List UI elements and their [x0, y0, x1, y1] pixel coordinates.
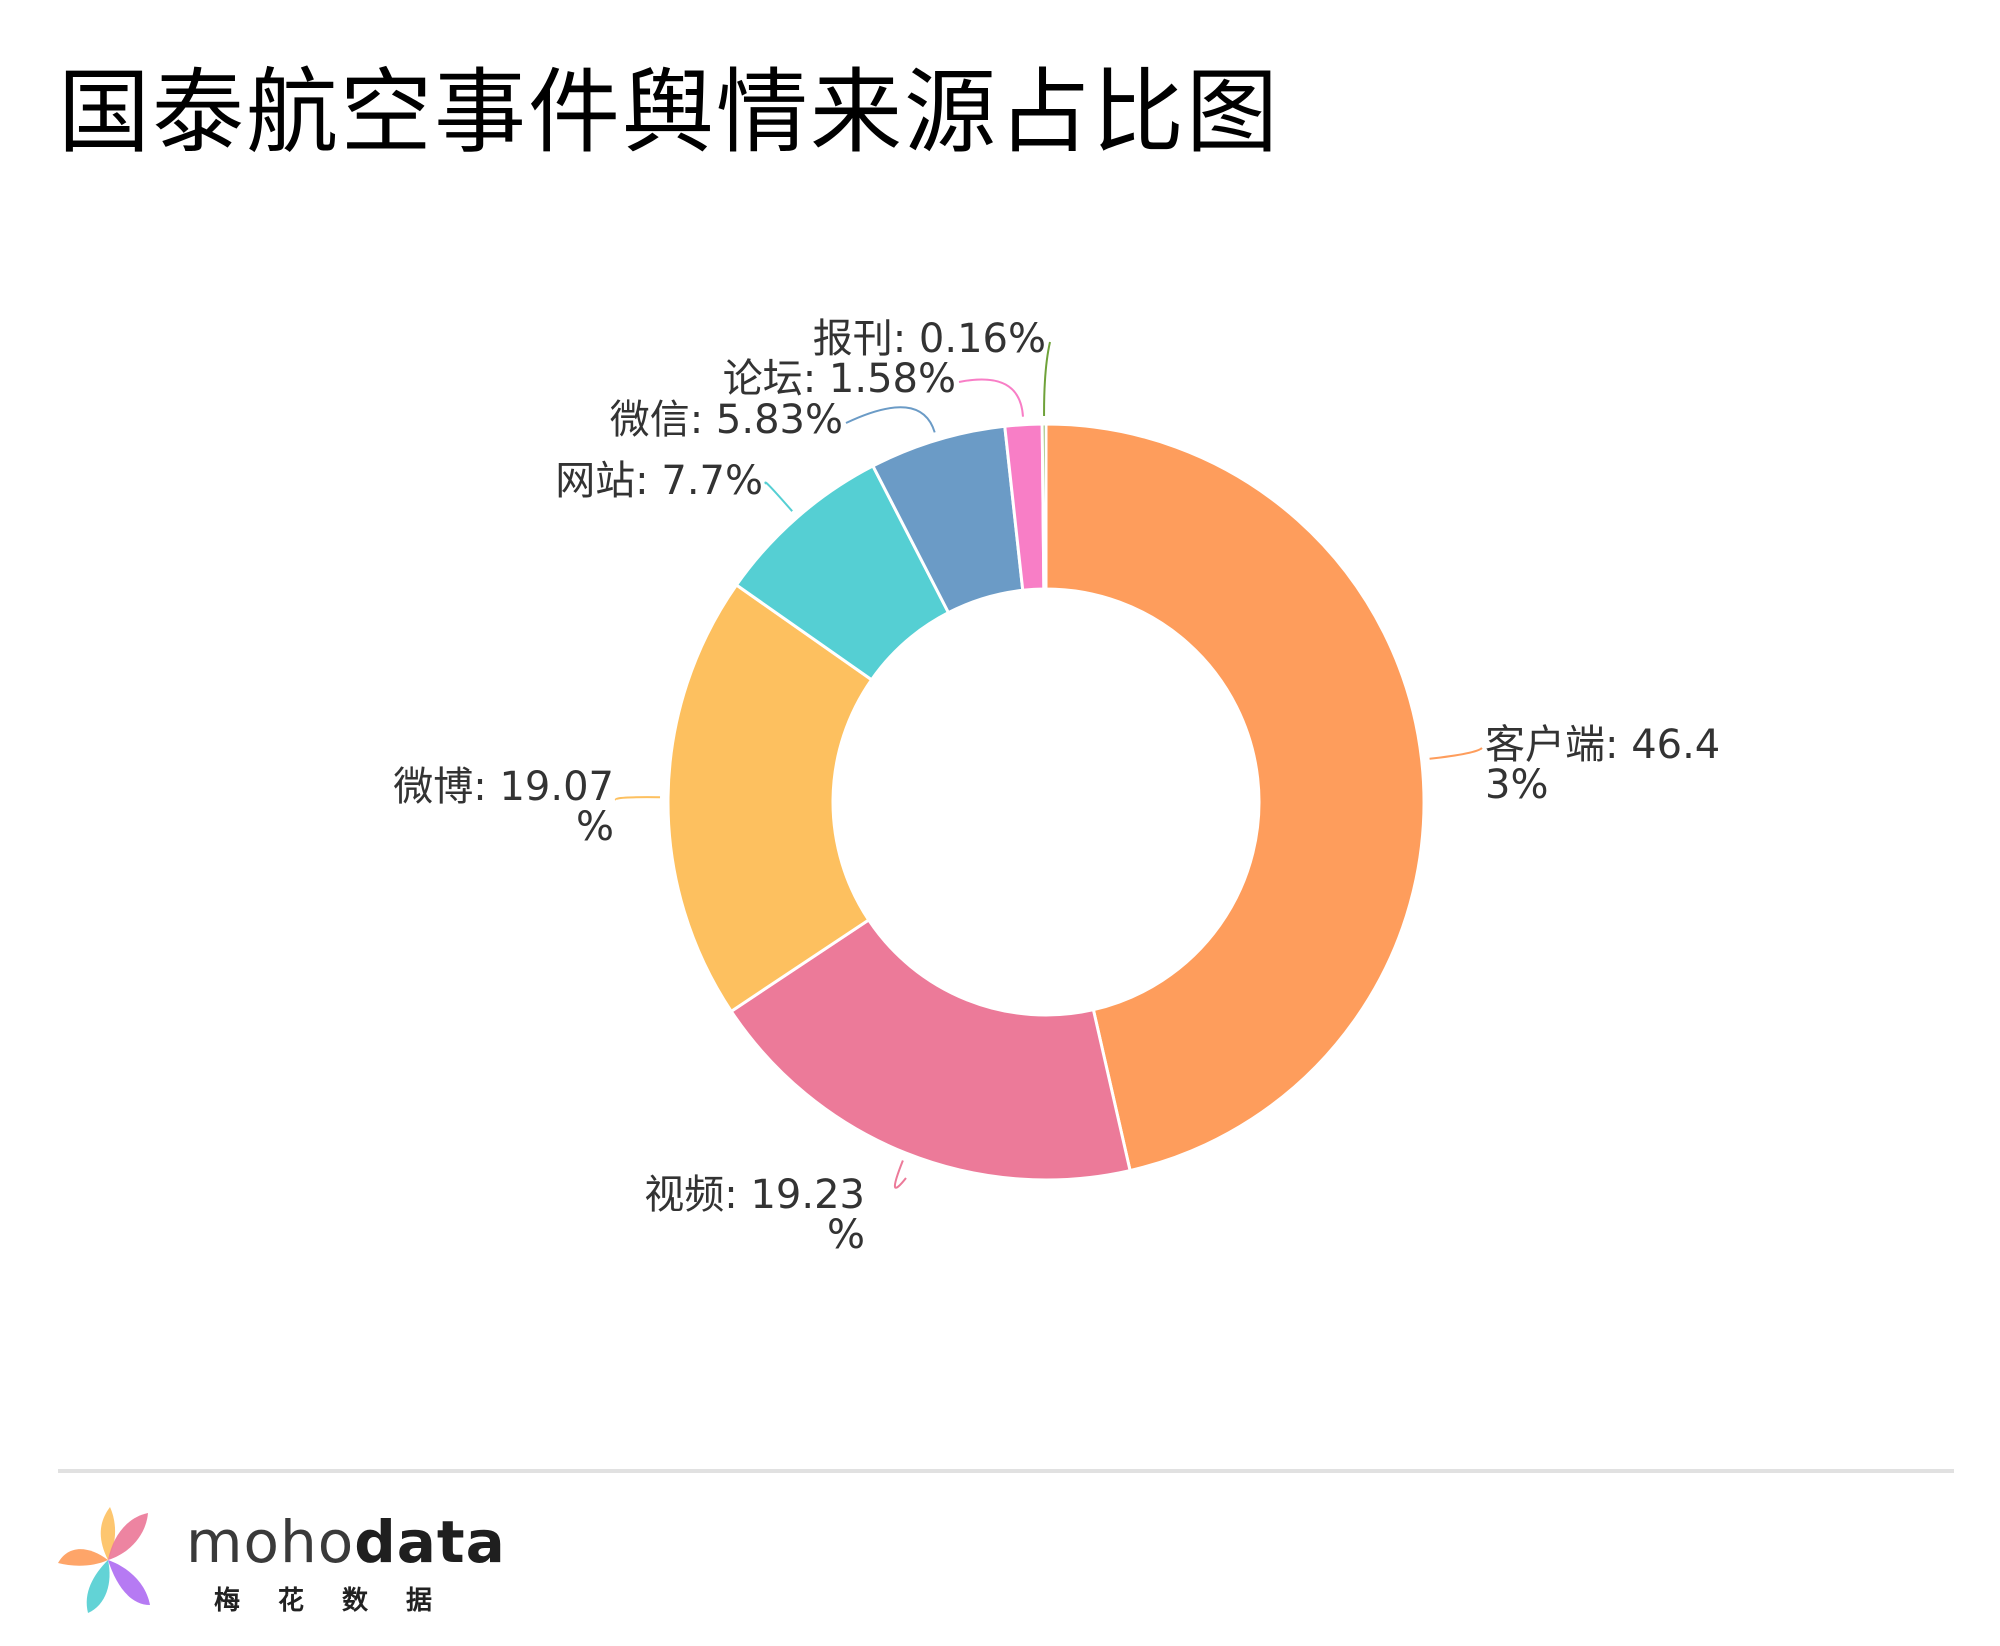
slice-报刊 [1040, 422, 1048, 591]
slice-视频 [729, 917, 1132, 1182]
mohodata-logo-icon [58, 1507, 150, 1613]
slice-label-微博: 微博: 19.07% [393, 764, 614, 850]
donut-chart: 客户端: 46.4 3% 视频: 19.23 % 微博: 19.07 % 网站: 7.7% 微… [393, 316, 1720, 1258]
brand-regular: moho [186, 1508, 355, 1576]
slice-客户端 [1044, 422, 1426, 1173]
slice-label-客户端: 客户端: 46.4 3% [1485, 722, 1720, 808]
slice-label-网站: 网站: 7.7% [555, 458, 763, 504]
brand-chinese-name: 梅花数据 [214, 1586, 471, 1616]
brand-bold: data [354, 1508, 506, 1576]
leader-line-报刊 [1043, 341, 1051, 417]
slice-label-报刊: 报刊: 0.16% [813, 316, 1046, 362]
leader-line-网站 [764, 481, 793, 512]
leader-line-微信 [845, 406, 936, 433]
slice-微博 [666, 582, 874, 1014]
leader-line-微博 [614, 796, 661, 801]
slice-label-视频: 视频: 19.23% [644, 1172, 865, 1258]
page-title: 国泰航空事件舆情来源占比图 [58, 59, 1281, 166]
leader-line-视频 [893, 1160, 907, 1189]
slice-label-微信: 微信: 5.83% [610, 397, 843, 443]
slice-labels: 客户端: 46.4 3% 视频: 19.23 % 微博: 19.07 % 网站: 7.7% 微… [393, 316, 1720, 1258]
leader-lines [614, 341, 1483, 1189]
leader-line-客户端 [1429, 747, 1483, 760]
leader-line-论坛 [958, 378, 1024, 417]
brand-name: mohodata [186, 1508, 506, 1576]
slice-label-论坛: 论坛: 1.58% [723, 356, 956, 402]
donut-slices [666, 422, 1426, 1182]
footer-divider [58, 1469, 1954, 1473]
